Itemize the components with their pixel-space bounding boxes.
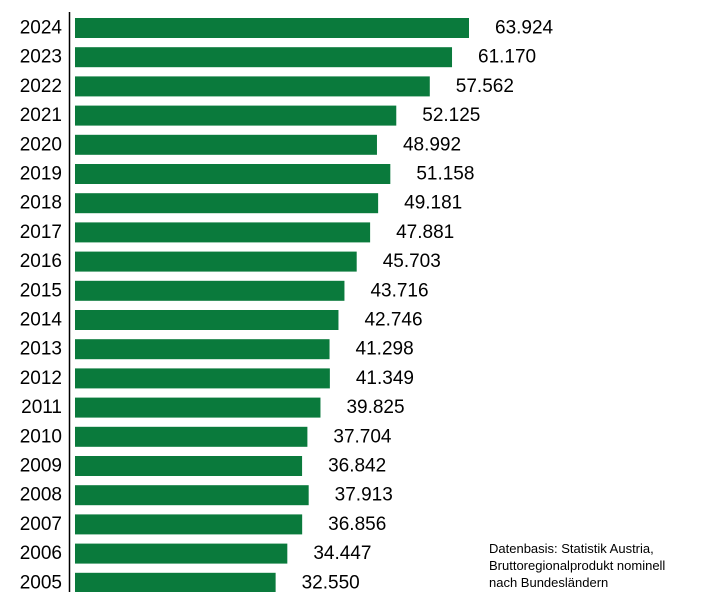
tick-label-2006: 2006 xyxy=(20,543,62,564)
bar-2013 xyxy=(75,339,330,360)
bar-2016 xyxy=(75,251,357,272)
value-label-2018: 49.181 xyxy=(404,193,462,214)
value-label-2020: 48.992 xyxy=(403,134,461,155)
value-label-2022: 57.562 xyxy=(456,76,514,97)
bars-group xyxy=(75,18,469,592)
tick-label-2013: 2013 xyxy=(20,339,62,360)
tick-label-2005: 2005 xyxy=(20,572,62,592)
value-label-2011: 39.825 xyxy=(346,397,404,418)
value-label-2017: 47.881 xyxy=(396,222,454,243)
tick-label-2015: 2015 xyxy=(20,280,62,301)
bar-2017 xyxy=(75,222,371,243)
value-label-2021: 52.125 xyxy=(422,105,480,126)
value-label-2023: 61.170 xyxy=(478,47,536,68)
tick-label-2023: 2023 xyxy=(20,47,62,68)
tick-label-2016: 2016 xyxy=(20,251,62,272)
bar-2018 xyxy=(75,193,379,214)
value-label-2013: 41.298 xyxy=(356,339,414,360)
bar-2008 xyxy=(75,485,309,506)
bar-2020 xyxy=(75,134,377,155)
value-label-2014: 42.746 xyxy=(364,310,422,331)
bar-2014 xyxy=(75,310,339,330)
tick-labels-group: 2024 2023 2022 2021 2020 2019 2018 2017 2016 2015… xyxy=(20,18,63,592)
bar-2007 xyxy=(75,514,303,535)
value-label-2012: 41.349 xyxy=(356,368,414,389)
value-label-2009: 36.842 xyxy=(328,456,386,477)
value-label-2015: 43.716 xyxy=(370,280,428,301)
value-label-2005: 32.550 xyxy=(302,572,360,592)
tick-label-2019: 2019 xyxy=(20,164,62,185)
tick-label-2007: 2007 xyxy=(20,514,62,535)
tick-label-2017: 2017 xyxy=(20,222,62,243)
value-labels-group: 63.924 61.170 57.562 52.125 48.992 51.158 49.1… xyxy=(302,18,554,592)
bar-2021 xyxy=(75,105,397,126)
value-label-2019: 51.158 xyxy=(416,164,474,185)
tick-label-2018: 2018 xyxy=(20,193,62,214)
bar-2011 xyxy=(75,397,321,418)
bar-2015 xyxy=(75,280,345,301)
tick-label-2011: 2011 xyxy=(21,397,62,418)
value-label-2010: 37.704 xyxy=(333,426,392,447)
bar-2019 xyxy=(75,164,391,184)
bar-2023 xyxy=(75,47,453,68)
bar-2009 xyxy=(75,456,303,476)
source-note: Datenbasis: Statistik Austria, Bruttoreg… xyxy=(489,540,704,591)
tick-label-2024: 2024 xyxy=(20,18,63,39)
bar-2005 xyxy=(75,572,276,592)
tick-label-2020: 2020 xyxy=(20,134,62,155)
tick-label-2010: 2010 xyxy=(20,426,62,447)
value-label-2006: 34.447 xyxy=(313,543,371,564)
value-label-2024: 63.924 xyxy=(495,18,554,39)
source-note-line-1: Datenbasis: Statistik Austria, xyxy=(489,541,654,556)
bar-2006 xyxy=(75,543,288,564)
value-label-2008: 37.913 xyxy=(335,485,393,506)
tick-label-2022: 2022 xyxy=(20,76,62,97)
bar-2012 xyxy=(75,368,330,389)
value-label-2007: 36.856 xyxy=(328,514,386,535)
tick-label-2014: 2014 xyxy=(20,310,63,331)
bar-2024 xyxy=(75,18,469,38)
source-note-line-2: Bruttoregionalprodukt nominell xyxy=(489,558,666,573)
bar-2022 xyxy=(75,76,430,97)
bar-2010 xyxy=(75,426,308,447)
tick-label-2008: 2008 xyxy=(20,485,62,506)
value-label-2016: 45.703 xyxy=(383,251,441,272)
source-note-line-3: nach Bundesländern xyxy=(489,575,609,590)
tick-label-2012: 2012 xyxy=(20,368,62,389)
tick-label-2009: 2009 xyxy=(20,456,62,477)
tick-label-2021: 2021 xyxy=(20,105,62,126)
